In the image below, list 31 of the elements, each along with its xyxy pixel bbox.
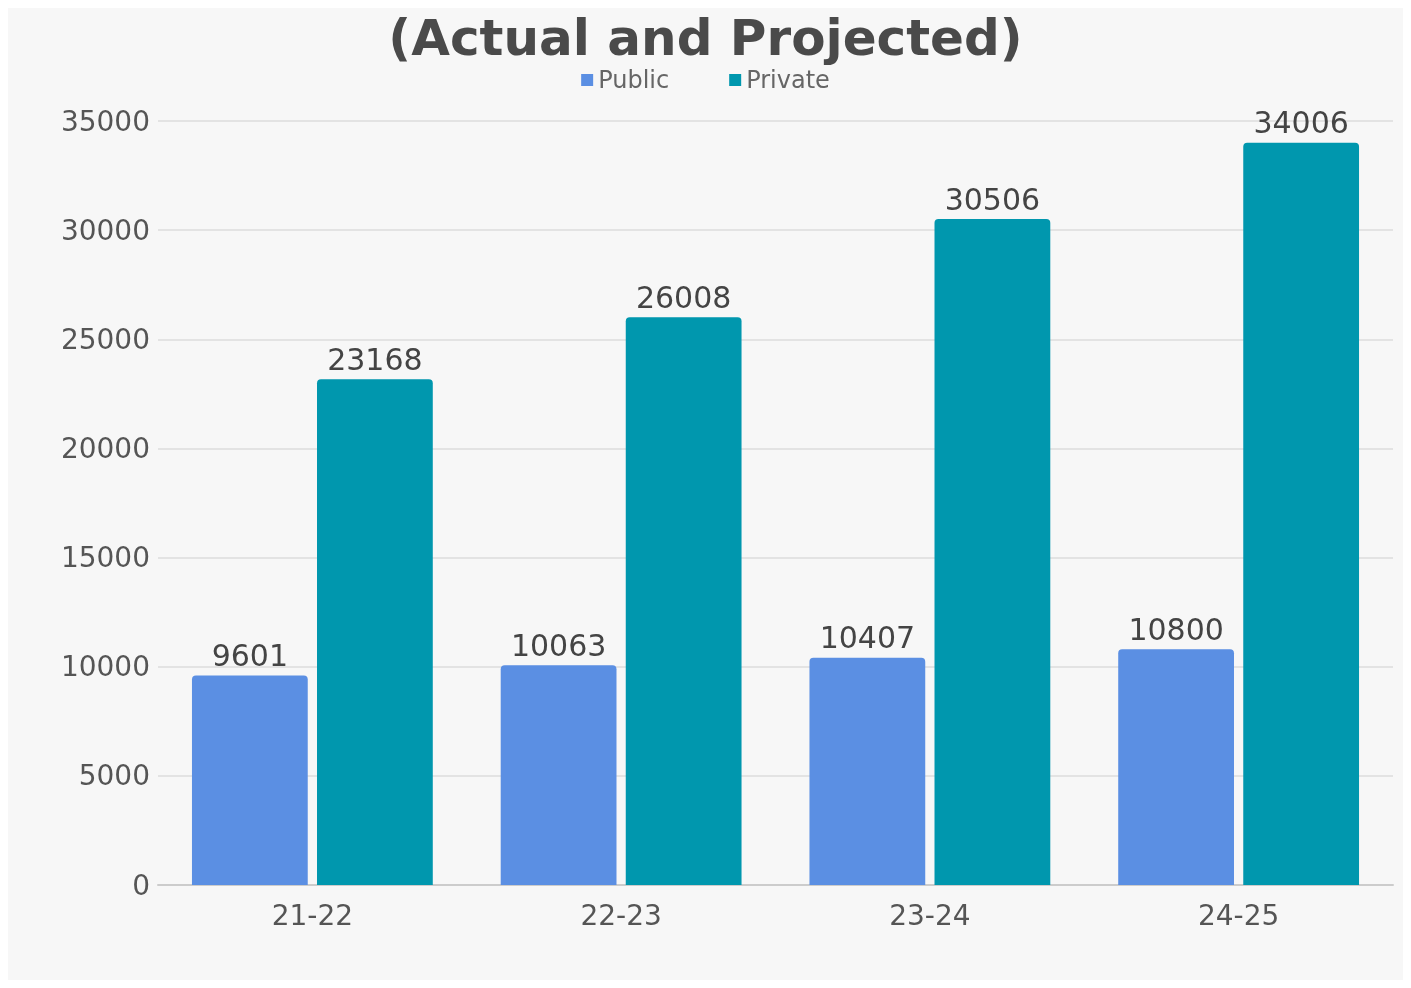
bar	[809, 657, 926, 885]
data-label: 9601	[211, 637, 289, 673]
y-tick-label: 35000	[60, 104, 150, 138]
y-tick-label: 20000	[60, 431, 150, 465]
y-tick-label: 0	[132, 868, 150, 902]
data-label: 10800	[1128, 611, 1224, 647]
bar	[317, 379, 433, 885]
legend-label: Private	[746, 66, 830, 94]
data-label: 30506	[944, 181, 1041, 217]
data-label: 23168	[327, 341, 423, 377]
x-tick-label: 22-23	[580, 898, 662, 932]
y-tick-label: 5000	[78, 759, 150, 793]
y-tick-label: 10000	[60, 650, 150, 684]
y-tick-label: 30000	[60, 213, 150, 247]
data-label: 10407	[819, 620, 916, 656]
y-tick-label: 25000	[60, 322, 150, 356]
bar	[191, 675, 308, 885]
bar	[500, 665, 617, 885]
data-label: 10063	[510, 627, 607, 663]
legend-label: Public	[598, 66, 670, 94]
bar	[1118, 649, 1234, 885]
x-tick-label: 23-24	[889, 898, 971, 932]
x-tick-label: 21-22	[271, 898, 354, 932]
bar	[625, 317, 742, 885]
data-label: 26008	[635, 279, 732, 315]
y-tick-label: 15000	[60, 541, 150, 575]
bar	[934, 219, 1051, 885]
x-tick-label: 24-25	[1197, 898, 1280, 932]
bar	[1243, 142, 1360, 885]
chart-title: (Actual and Projected)	[388, 9, 1023, 67]
data-label: 34006	[1253, 105, 1349, 141]
